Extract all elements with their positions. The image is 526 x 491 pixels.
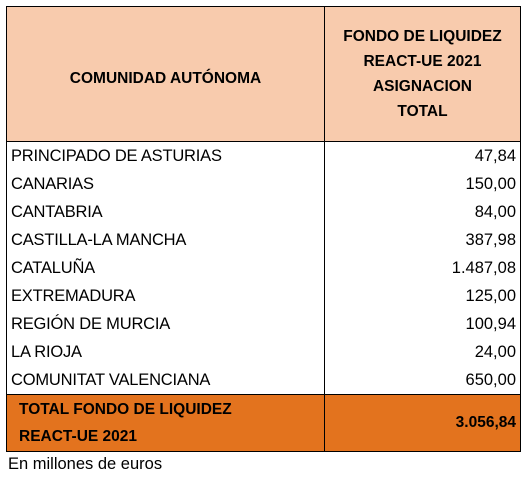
total-label-line: TOTAL FONDO DE LIQUIDEZ: [19, 401, 232, 418]
header-community: COMUNIDAD AUTÓNOMA: [6, 6, 325, 142]
table-row: EXTREMADURA 125,00: [6, 282, 521, 310]
header-fund-line: REACT-UE 2021: [363, 53, 482, 70]
table-row: REGIÓN DE MURCIA 100,94: [6, 310, 521, 338]
table-row: CANTABRIA 84,00: [6, 198, 521, 226]
community-name: CANARIAS: [6, 170, 325, 198]
table-header-row: COMUNIDAD AUTÓNOMA FONDO DE LIQUIDEZ REA…: [6, 6, 521, 142]
total-label-line: REACT-UE 2021: [19, 428, 138, 445]
community-name: COMUNITAT VALENCIANA: [6, 366, 325, 395]
community-value: 24,00: [324, 338, 521, 366]
community-value: 1.487,08: [324, 254, 521, 282]
total-label: TOTAL FONDO DE LIQUIDEZ REACT-UE 2021: [6, 394, 325, 452]
header-fund-line: FONDO DE LIQUIDEZ: [343, 28, 502, 45]
community-value: 100,94: [324, 310, 521, 338]
community-value: 84,00: [324, 198, 521, 226]
total-row: TOTAL FONDO DE LIQUIDEZ REACT-UE 2021 3.…: [6, 394, 521, 452]
community-name: PRINCIPADO DE ASTURIAS: [6, 141, 325, 170]
community-value: 47,84: [324, 141, 521, 170]
table-row: LA RIOJA 24,00: [6, 338, 521, 366]
community-value: 387,98: [324, 226, 521, 254]
table-row: PRINCIPADO DE ASTURIAS 47,84: [6, 141, 521, 170]
table-row: COMUNITAT VALENCIANA 650,00: [6, 366, 521, 395]
community-name: EXTREMADURA: [6, 282, 325, 310]
header-fund-line: TOTAL: [397, 103, 448, 120]
community-value: 650,00: [324, 366, 521, 395]
table-row: CASTILLA-LA MANCHA 387,98: [6, 226, 521, 254]
table-row: CATALUÑA 1.487,08: [6, 254, 521, 282]
header-fund: FONDO DE LIQUIDEZ REACT-UE 2021 ASIGNACI…: [324, 6, 521, 142]
total-value: 3.056,84: [324, 394, 521, 452]
units-note: En millones de euros: [8, 455, 163, 473]
community-value: 150,00: [324, 170, 521, 198]
allocation-table: COMUNIDAD AUTÓNOMA FONDO DE LIQUIDEZ REA…: [6, 6, 521, 452]
community-name: CATALUÑA: [6, 254, 325, 282]
allocation-table-container: COMUNIDAD AUTÓNOMA FONDO DE LIQUIDEZ REA…: [6, 6, 521, 474]
community-name: LA RIOJA: [6, 338, 325, 366]
community-name: CASTILLA-LA MANCHA: [6, 226, 325, 254]
header-fund-line: ASIGNACION: [372, 78, 473, 95]
community-value: 125,00: [324, 282, 521, 310]
table-row: CANARIAS 150,00: [6, 170, 521, 198]
community-name: REGIÓN DE MURCIA: [6, 310, 325, 338]
community-name: CANTABRIA: [6, 198, 325, 226]
